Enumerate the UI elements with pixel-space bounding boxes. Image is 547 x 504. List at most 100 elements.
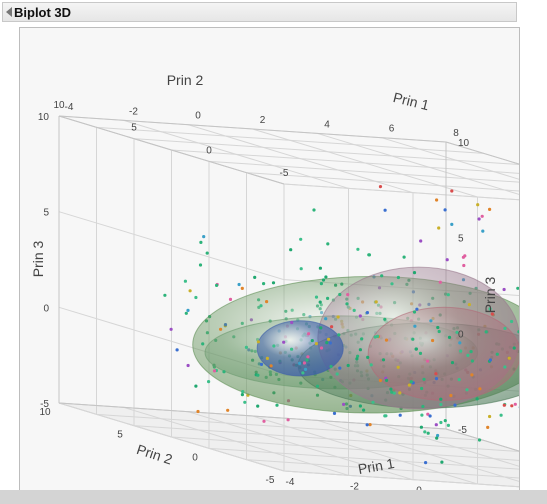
data-point — [303, 367, 308, 371]
data-point — [272, 344, 276, 348]
cube-edge — [58, 402, 447, 430]
grid-line-floor-y — [171, 436, 547, 463]
data-point — [366, 355, 370, 359]
data-point — [324, 275, 328, 279]
data-point — [358, 348, 362, 352]
data-point — [470, 359, 474, 363]
tick-label-prin2-bottom: 0 — [192, 452, 198, 463]
data-point — [346, 293, 350, 297]
data-point — [338, 292, 342, 297]
data-point — [389, 387, 393, 391]
data-point — [188, 289, 192, 293]
cube-edge — [58, 115, 285, 185]
data-point — [490, 312, 494, 316]
data-point — [383, 208, 387, 212]
data-point — [392, 391, 396, 395]
plot-frame[interactable]: -4-202468-4-2024681050-51050-51050-51050… — [19, 27, 547, 504]
data-point — [256, 340, 260, 344]
data-point — [383, 414, 387, 418]
data-point — [438, 280, 442, 284]
data-point — [265, 356, 269, 360]
biplot-3d-chart[interactable]: -4-202468-4-2024681050-51050-51050-51050… — [20, 28, 547, 504]
data-point — [450, 361, 455, 365]
data-point — [516, 286, 520, 290]
disclosure-triangle-icon[interactable] — [6, 7, 12, 17]
data-point — [207, 380, 211, 384]
data-point — [426, 412, 430, 416]
data-point — [484, 330, 488, 334]
data-point — [402, 255, 406, 259]
data-point — [237, 282, 241, 287]
data-point — [463, 254, 467, 258]
confidence-ellipsoid — [256, 320, 344, 377]
grid-line-top-y — [96, 126, 484, 154]
cube-edge — [445, 428, 547, 461]
grid-line-top-y — [133, 138, 522, 166]
data-point — [381, 358, 386, 362]
data-point — [356, 354, 360, 358]
data-point — [510, 319, 514, 324]
data-point — [435, 436, 439, 440]
data-point — [378, 185, 383, 189]
tick-label-prin3-right: 0 — [458, 329, 464, 340]
tick-label-prin2-bottom: 5 — [117, 430, 123, 441]
data-point — [437, 226, 441, 230]
data-point — [365, 423, 369, 427]
data-point — [290, 347, 294, 351]
data-point — [477, 438, 482, 442]
data-point — [488, 307, 492, 311]
data-point — [502, 403, 506, 407]
data-point — [455, 330, 459, 334]
data-point — [332, 411, 337, 415]
data-point — [470, 373, 474, 377]
data-point — [371, 400, 375, 404]
data-point — [265, 300, 269, 304]
data-point — [305, 358, 309, 362]
data-point — [431, 338, 435, 343]
data-point — [318, 300, 322, 304]
grid-line-wall-z — [283, 183, 547, 203]
data-point — [169, 327, 173, 331]
data-point — [434, 372, 438, 376]
data-point — [358, 314, 362, 318]
data-point — [367, 253, 371, 257]
data-point — [419, 425, 423, 429]
data-point — [488, 207, 492, 211]
data-point — [513, 402, 517, 406]
data-point — [407, 383, 411, 387]
data-point — [262, 419, 266, 423]
axis-title-prin2-bottom: Prin 2 — [135, 441, 175, 468]
data-point — [458, 341, 462, 345]
data-point — [368, 423, 372, 427]
data-point — [449, 393, 453, 398]
data-point — [488, 414, 492, 419]
data-point — [365, 311, 369, 315]
tick-label-prin1-top: 4 — [324, 119, 330, 130]
data-point — [443, 419, 447, 423]
data-point — [163, 293, 167, 297]
data-point — [480, 214, 484, 218]
data-point — [446, 293, 450, 297]
data-point — [289, 248, 293, 252]
data-point — [380, 274, 384, 278]
data-point — [324, 317, 328, 321]
data-point — [345, 302, 349, 306]
grid-line-side-z — [58, 402, 285, 472]
data-point — [450, 222, 454, 226]
data-point — [337, 333, 341, 337]
data-point — [321, 278, 326, 282]
tick-label-prin3-right: 10 — [458, 138, 470, 149]
data-point — [259, 362, 264, 366]
grid-line-floor-y — [246, 459, 547, 481]
tick-label-prin2-top: 0 — [206, 145, 212, 156]
data-point — [286, 418, 290, 422]
data-point — [318, 266, 322, 270]
data-point — [384, 338, 389, 342]
data-point — [440, 460, 444, 464]
data-point — [175, 348, 179, 352]
data-point — [434, 423, 438, 427]
data-point — [240, 393, 244, 397]
tick-label-prin3-right: 5 — [458, 234, 464, 245]
grid-line-top-y — [171, 149, 547, 176]
data-point — [226, 408, 230, 412]
